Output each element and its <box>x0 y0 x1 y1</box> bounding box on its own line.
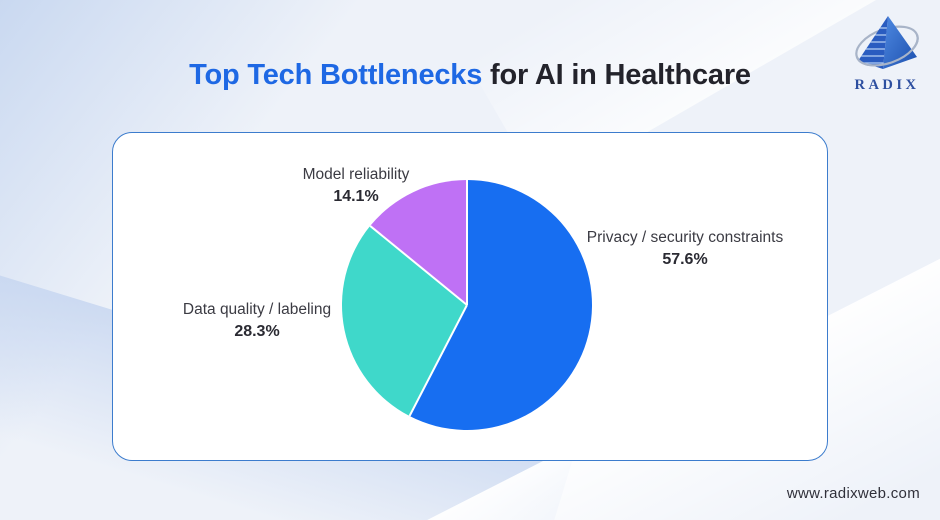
slice-percent: 57.6% <box>662 251 708 268</box>
slice-label: Privacy / security constraints <box>586 229 784 246</box>
pie-separator <box>369 225 468 306</box>
title-highlight: Top Tech Bottlenecks <box>189 59 483 91</box>
pyramid-right-face <box>883 16 917 69</box>
pie-separators <box>369 180 468 417</box>
logo-brand-text: RADIX <box>854 77 919 93</box>
slice-percent: 28.3% <box>234 323 280 340</box>
pie-label-data-quality: Data quality / labeling 28.3% <box>127 299 387 343</box>
pie-label-privacy-security: Privacy / security constraints 57.6% <box>555 227 815 271</box>
pie-slice <box>342 225 467 417</box>
slice-label: Data quality / labeling <box>182 301 332 318</box>
slice-label: Model reliability <box>302 166 410 183</box>
pie-chart <box>342 180 592 430</box>
chart-card: Privacy / security constraints 57.6% Dat… <box>112 132 828 461</box>
slice-percent: 14.1% <box>333 188 379 205</box>
pie-slice <box>409 180 592 430</box>
pie-slices <box>342 180 592 430</box>
logo-ring-front <box>855 34 919 67</box>
pie-label-model-reliability: Model reliability 14.1% <box>246 164 466 208</box>
pie-slice <box>370 180 467 305</box>
pie-separator <box>408 304 468 417</box>
title-rest: for AI in Healthcare <box>482 59 751 91</box>
radix-logo: RADIX <box>842 13 932 95</box>
radix-pyramid-icon: RADIX <box>854 16 919 93</box>
page-title: Top Tech Bottlenecks for AI in Healthcar… <box>0 57 940 93</box>
website-url: www.radixweb.com <box>786 485 920 502</box>
